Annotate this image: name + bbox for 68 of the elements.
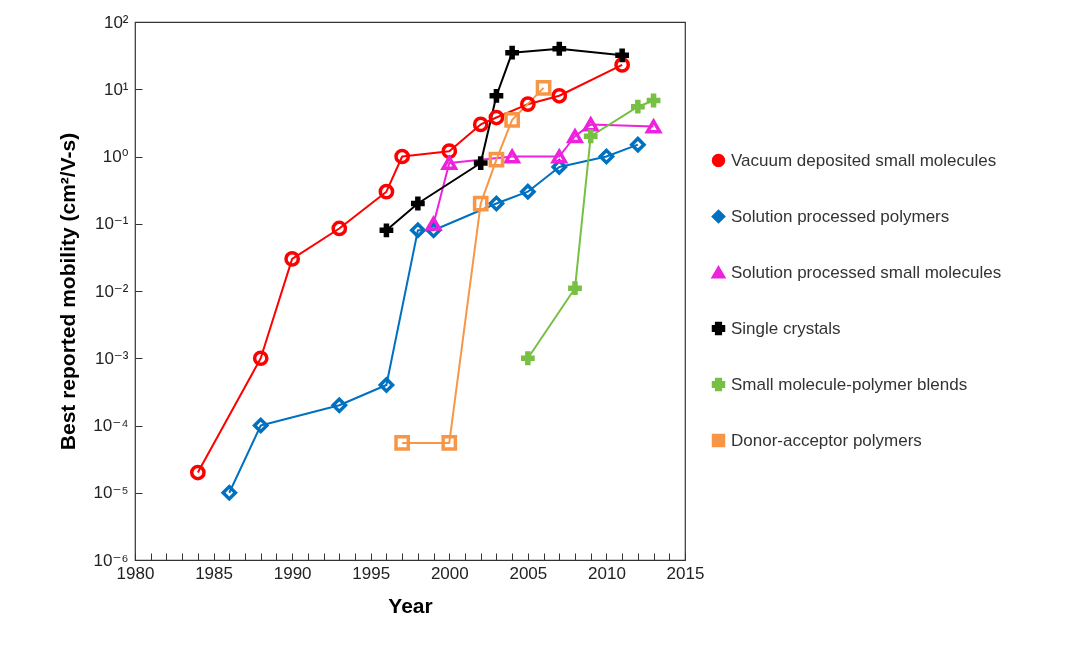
point [504, 149, 521, 164]
point [394, 435, 411, 451]
point [284, 251, 301, 267]
point [489, 88, 504, 103]
point [331, 220, 348, 237]
point [551, 87, 568, 104]
legend-label: Solution processed polymers [731, 206, 950, 226]
y-tick-label: 10⁻⁵ [93, 483, 129, 503]
x-tick-label: 1990 [273, 563, 312, 583]
point [252, 417, 269, 434]
legend-label: Single crystals [731, 318, 841, 338]
point [629, 136, 646, 153]
point [551, 149, 568, 164]
point [488, 195, 505, 212]
point [425, 216, 442, 231]
point [378, 183, 395, 200]
y-tick-label: 10¹ [103, 79, 129, 99]
point [583, 129, 598, 144]
point [441, 435, 458, 451]
point [410, 196, 425, 211]
y-tick-label: 10⁻³ [94, 348, 129, 368]
x-tick-label: 2010 [588, 563, 626, 583]
point [645, 119, 662, 134]
point [441, 143, 458, 160]
y-tick-label: 10⁻² [94, 281, 129, 301]
point [409, 222, 426, 239]
point [379, 223, 394, 238]
point [189, 464, 206, 481]
x-axis-title: Year [388, 593, 433, 617]
point [221, 484, 238, 501]
x-tick-label: 1995 [352, 563, 391, 583]
point [567, 129, 583, 144]
x-tick-label: 2015 [666, 563, 705, 583]
x-tick-label: 1985 [195, 563, 233, 583]
point [519, 183, 536, 200]
point [520, 351, 535, 366]
legend-label: Donor-acceptor polymers [731, 430, 922, 450]
point [582, 117, 599, 132]
point [472, 195, 489, 212]
y-axis-title: Best reported mobility (cm²/V-s) [56, 132, 80, 451]
x-tick-label: 2005 [509, 563, 548, 583]
point [378, 377, 395, 393]
point [614, 57, 631, 73]
y-tick-label: 10⁰ [102, 147, 129, 166]
y-tick-label: 10⁻⁴ [93, 416, 129, 435]
point [488, 151, 505, 168]
point [519, 96, 536, 113]
point [488, 109, 505, 126]
point [473, 156, 488, 170]
legend-label: Vacuum deposited small molecules [731, 150, 997, 170]
point [535, 79, 552, 96]
y-tick-label: 10⁻¹ [94, 214, 129, 234]
point [505, 45, 520, 60]
point [394, 148, 411, 165]
point [252, 350, 269, 367]
point [472, 116, 489, 133]
legend-label: Small molecule-polymer blends [731, 374, 968, 394]
x-tick-label: 2000 [430, 563, 469, 583]
point [568, 281, 582, 296]
point [598, 148, 615, 165]
legend-label: Solution processed small molecules [731, 262, 1002, 282]
y-tick-label: 10² [103, 12, 129, 32]
point [552, 41, 567, 56]
point [441, 155, 458, 171]
point [504, 112, 521, 128]
point [615, 48, 630, 63]
point [331, 397, 348, 414]
point [630, 99, 645, 114]
